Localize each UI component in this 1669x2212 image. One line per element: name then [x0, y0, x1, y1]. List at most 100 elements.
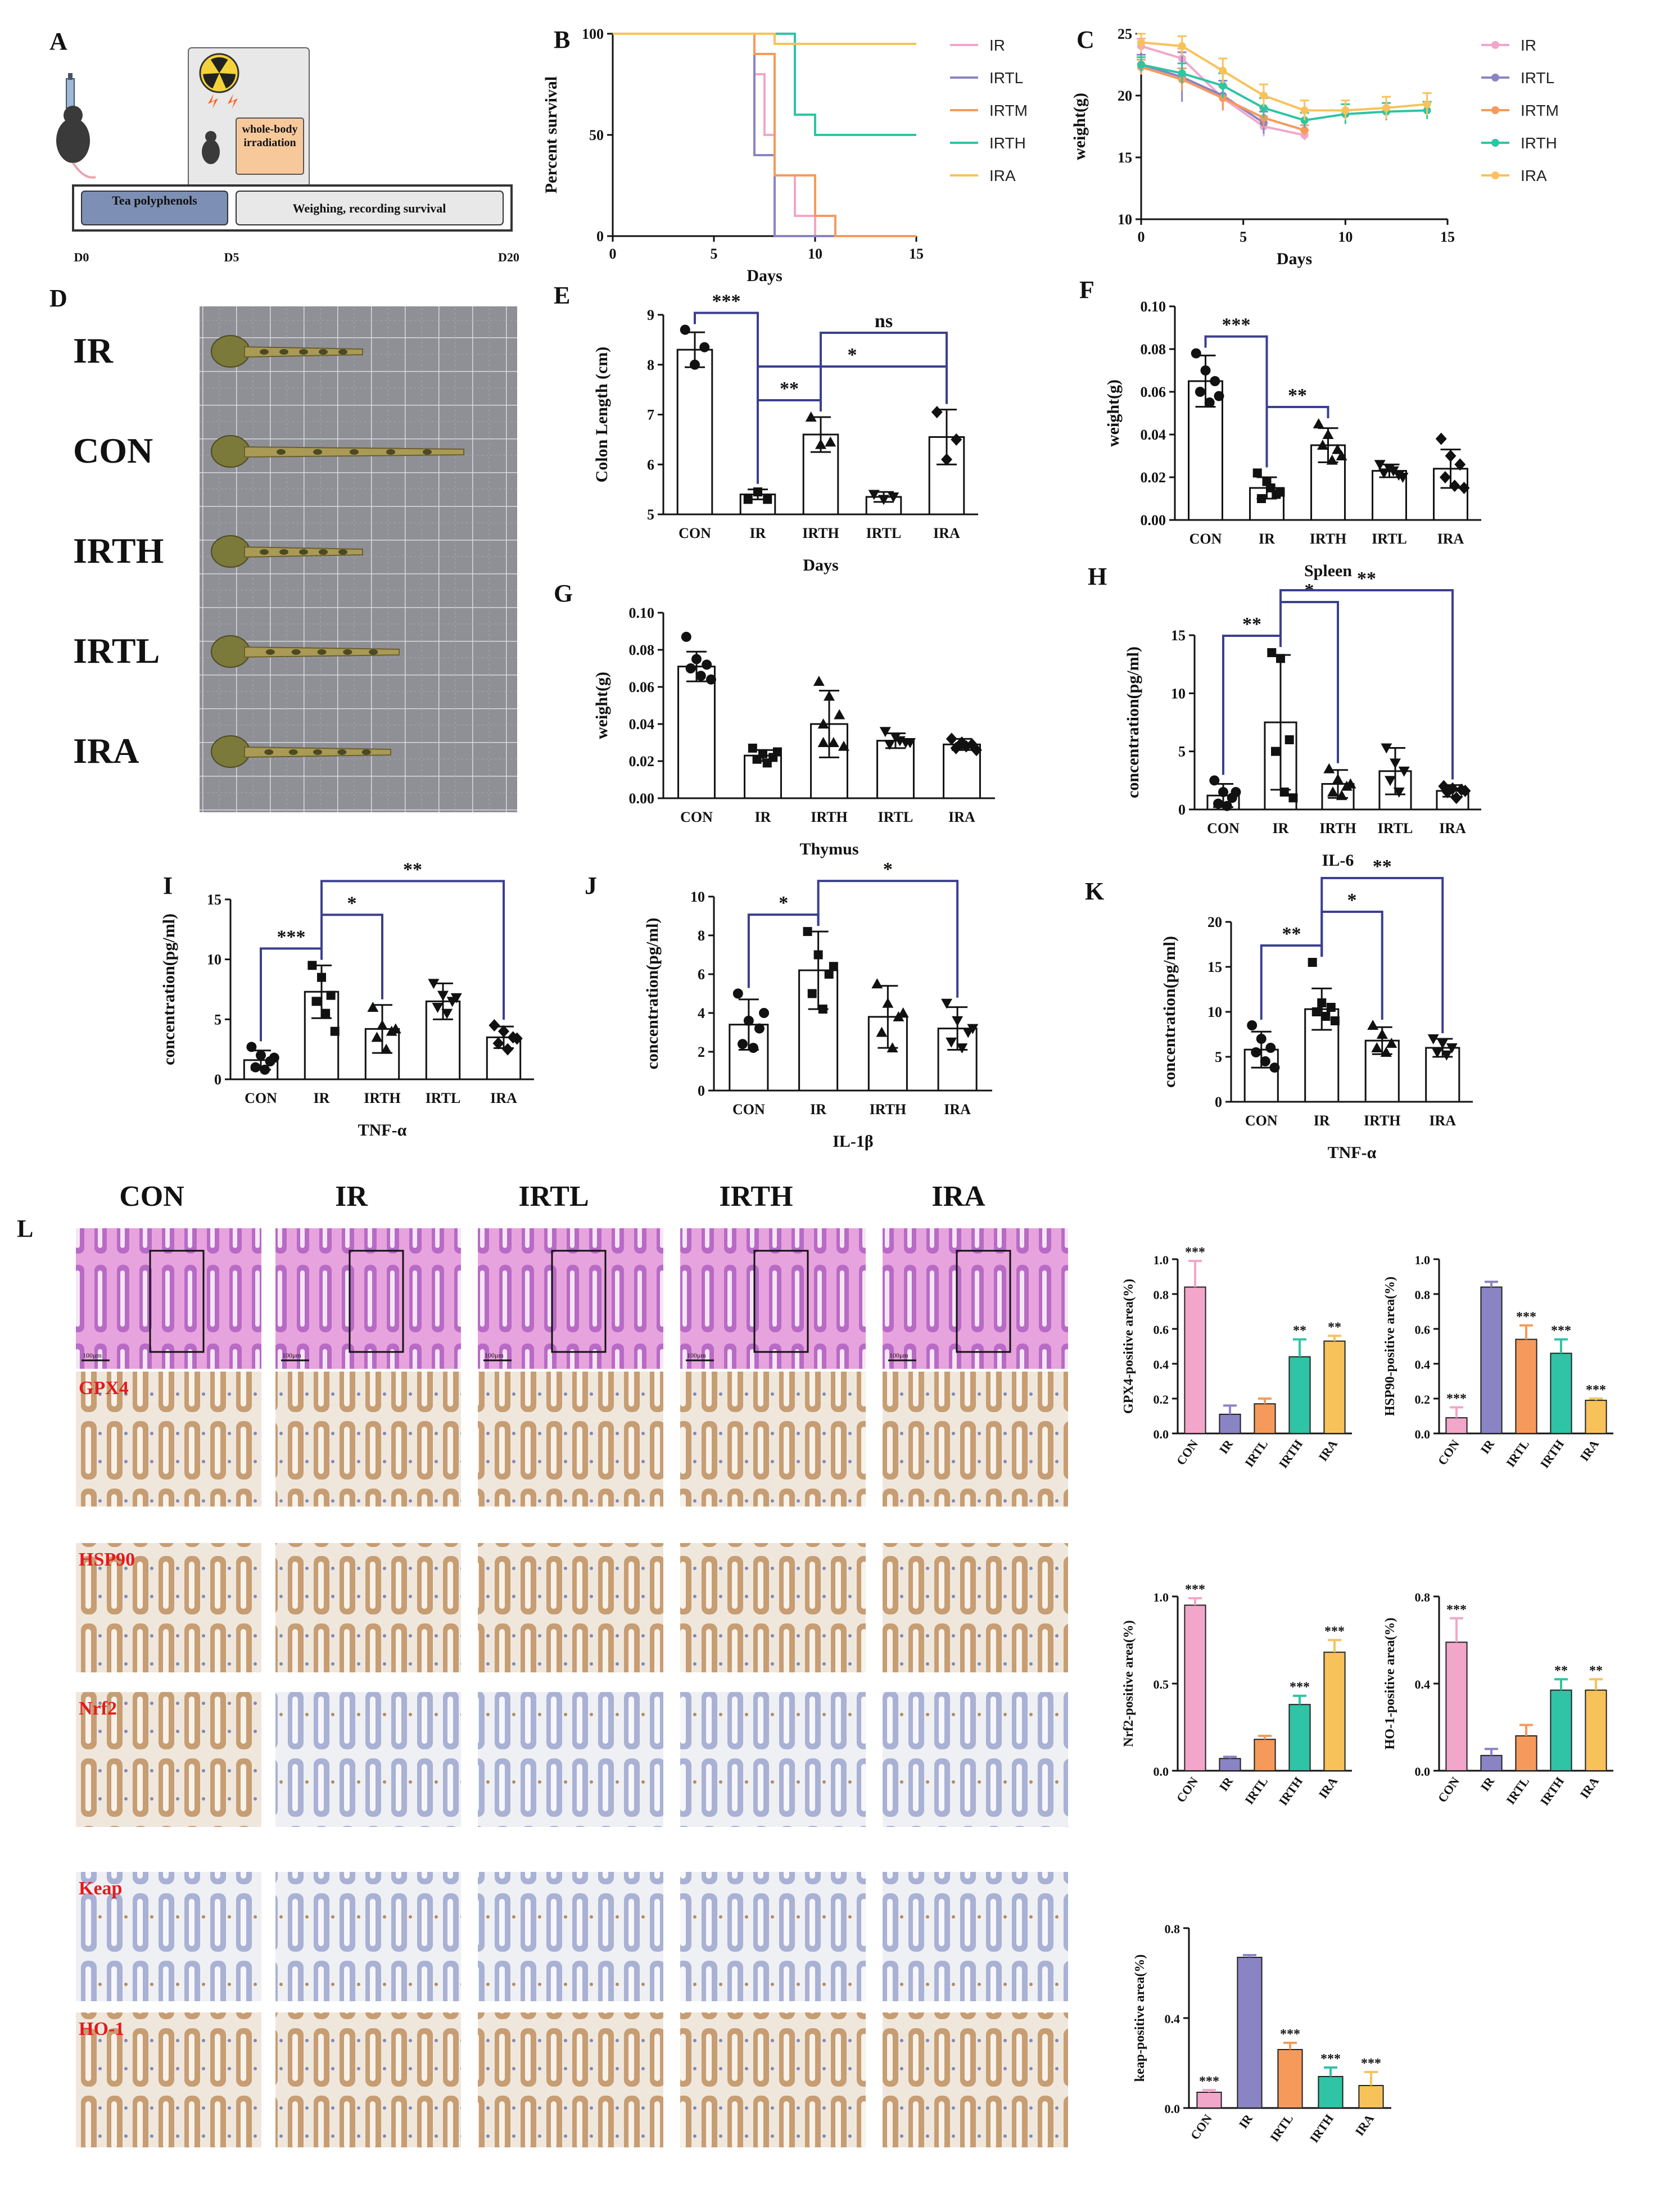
- y-tick-label: 0.10: [1141, 298, 1166, 315]
- y-tick-label: 0.0: [1154, 1427, 1169, 1441]
- data-point: [1276, 654, 1285, 663]
- significance-bracket: [1265, 406, 1329, 468]
- data-point: [818, 1005, 827, 1014]
- data-point: [492, 1037, 504, 1050]
- data-point: [817, 718, 829, 729]
- data-point: [695, 671, 706, 681]
- histology-image: [275, 1228, 461, 1369]
- data-point: [743, 1015, 754, 1026]
- x-tick-label: IRA: [1577, 1774, 1602, 1801]
- data-point: [759, 1008, 770, 1018]
- cecum: [211, 735, 250, 768]
- x-tick-label: IR: [1216, 1774, 1236, 1794]
- fecal-pellet: [343, 649, 352, 655]
- panel-letter: B: [554, 26, 570, 53]
- data-point: [871, 978, 883, 989]
- bar: [1372, 470, 1407, 521]
- x-axis-title: TNF-α: [358, 1121, 407, 1139]
- data-point: [1251, 1047, 1261, 1057]
- legend-marker: [1491, 41, 1499, 49]
- data-point: [1398, 766, 1410, 777]
- x-axis-title: Days: [1277, 250, 1312, 268]
- histology-image: [883, 1228, 1068, 1369]
- bar: [1254, 1403, 1276, 1435]
- data-point: [931, 406, 943, 419]
- histology-column-header: IRTL: [518, 1180, 589, 1213]
- fecal-pellet: [279, 549, 288, 555]
- chart-j: J 0 2 4 6 8 10 concentration(pg/ml) CON IR IRTH IRA…: [585, 859, 992, 1151]
- y-tick-label: 5: [647, 506, 654, 523]
- y-tick-label: 6: [647, 456, 654, 473]
- x-tick-label: 15: [909, 246, 924, 262]
- histology-grid: CON IR IRTL IRTH IRA 100μm 100μm 100μm 100μm 100μ…: [76, 1180, 1068, 2147]
- data-point: [1326, 454, 1338, 465]
- x-tick-label: IRTH: [364, 1090, 401, 1106]
- x-tick-label: CON: [679, 525, 711, 541]
- fecal-pellet: [338, 349, 347, 355]
- histology-image: [680, 2012, 866, 2147]
- data-point: [1427, 1034, 1439, 1044]
- significance-label: ***: [1551, 1324, 1571, 1338]
- significance-label: ***: [1222, 315, 1251, 336]
- significance-label: ***: [1324, 1625, 1345, 1639]
- histology-image: [275, 1543, 461, 1672]
- data-point: [1345, 778, 1356, 789]
- bar: [1277, 2049, 1303, 2109]
- significance-label: **: [1282, 924, 1301, 944]
- significance-label: ***: [1586, 1383, 1606, 1397]
- x-tick-label: IRA: [1429, 1112, 1456, 1129]
- y-tick-label: 0.8: [1415, 1590, 1431, 1604]
- y-tick-label: 0.4: [1415, 1677, 1431, 1691]
- y-tick-label: 0: [1215, 1094, 1222, 1110]
- data-point: [1300, 106, 1309, 115]
- data-point: [256, 1050, 266, 1061]
- fecal-pellet: [265, 649, 275, 655]
- data-point: [1382, 104, 1390, 112]
- y-tick-label: 0.4: [1165, 2012, 1180, 2026]
- x-axis-title: Thymus: [799, 840, 858, 858]
- data-point: [681, 631, 691, 642]
- data-point: [834, 709, 845, 720]
- data-point: [498, 1025, 509, 1038]
- bar: [1323, 1652, 1346, 1771]
- data-point: [951, 433, 962, 446]
- significance-label: **: [1293, 1324, 1306, 1338]
- y-tick-label: 5: [1215, 1049, 1222, 1065]
- bar: [1184, 1604, 1206, 1771]
- x-tick-label: IRTL: [1378, 820, 1413, 836]
- chart-hsp90: 0.0 0.2 0.4 0.6 0.8 1.0 HSP90-positive area(%)…: [1383, 1253, 1613, 1471]
- data-point: [1380, 1047, 1392, 1057]
- data-point: [1219, 82, 1227, 90]
- data-point: [1213, 798, 1224, 809]
- panel-letter-l: L: [17, 1215, 33, 1242]
- bar: [1585, 1689, 1607, 1771]
- lightning-icon: [208, 94, 218, 108]
- data-point: [441, 1008, 453, 1019]
- y-tick-label: 0.06: [1141, 384, 1166, 400]
- panel-letter: C: [1077, 26, 1094, 53]
- bar: [1480, 1754, 1503, 1771]
- fecal-pellet: [317, 649, 327, 655]
- zoom-box: [149, 1250, 205, 1353]
- histology-image: [680, 1228, 866, 1369]
- significance-label: *: [779, 893, 788, 913]
- data-point: [1446, 1043, 1458, 1053]
- data-point: [817, 737, 829, 747]
- panel-letter: F: [1079, 276, 1094, 304]
- scale-bar-label: 100μm: [83, 1351, 102, 1359]
- data-point: [803, 927, 812, 937]
- chart-nrf2: 0.0 0.5 1.0 Nrf2-positive area(%) *** CON IR IR…: [1121, 1582, 1352, 1808]
- x-tick-label: CON: [1174, 1774, 1201, 1804]
- x-tick-label: IR: [1478, 1774, 1498, 1794]
- legend-label: IRTL: [989, 69, 1023, 87]
- significance-bracket: [320, 913, 383, 999]
- data-point: [754, 1023, 765, 1034]
- x-tick-label: IRA: [1577, 1437, 1602, 1463]
- data-point: [1437, 1039, 1449, 1049]
- bar: [677, 666, 716, 799]
- cecum: [211, 435, 250, 468]
- data-point: [904, 738, 916, 748]
- x-tick-label: CON: [245, 1090, 277, 1106]
- y-axis-title: concentration(pg/ml): [643, 918, 662, 1070]
- data-point: [1271, 747, 1281, 756]
